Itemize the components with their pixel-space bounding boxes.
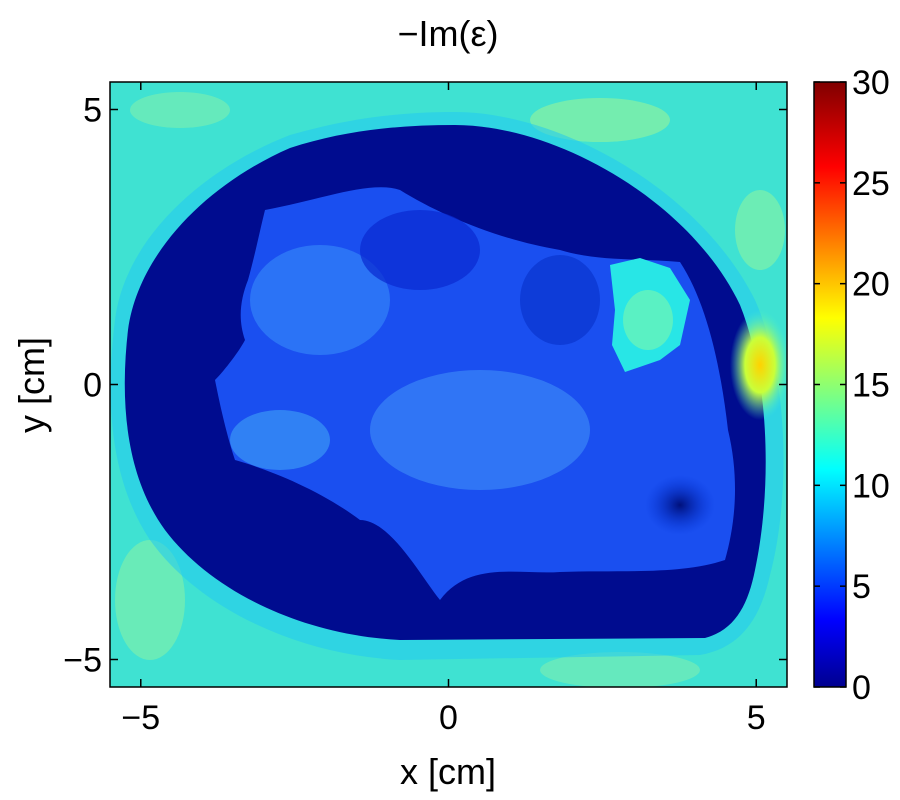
background-patch	[115, 540, 185, 660]
interior-dark-spot	[645, 475, 715, 535]
background-patch	[530, 98, 670, 142]
background-patch	[540, 652, 700, 687]
y-tick-label: 0	[83, 367, 102, 405]
background-patch	[130, 92, 230, 128]
colorbar-tick-label: 0	[852, 669, 871, 707]
x-tick-label: 5	[747, 699, 766, 737]
y-axis-label: y [cm]	[11, 337, 52, 433]
background-patch	[735, 190, 785, 270]
interior-light-patch	[250, 245, 390, 355]
x-tick-label: −5	[121, 699, 160, 737]
colorbar-tick-label: 25	[852, 165, 890, 203]
colorbar-tick-label: 20	[852, 266, 890, 304]
x-axis: −5 0 5	[121, 82, 766, 737]
interior-dark-patch	[520, 255, 600, 345]
y-tick-label: −5	[63, 642, 102, 680]
y-axis: −5 0 5	[63, 92, 787, 680]
interior-light-patch	[230, 410, 330, 470]
interior-dark-patch	[360, 210, 480, 290]
heatmap	[110, 82, 787, 687]
x-axis-label: x [cm]	[400, 751, 496, 792]
bright-patch-core	[623, 290, 673, 350]
colorbar-ticks: 0 5 10 15 20 25 30	[814, 64, 890, 707]
y-tick-label: 5	[83, 92, 102, 130]
x-tick-label: 0	[439, 699, 458, 737]
colorbar-tick-label: 15	[852, 367, 890, 405]
colorbar-tick-label: 5	[852, 568, 871, 606]
interior-light-patch	[370, 370, 590, 490]
colorbar-tick-label: 10	[852, 467, 890, 505]
chart-title: −Im(ε)	[397, 13, 498, 54]
colorbar-tick-label: 30	[852, 64, 890, 102]
hot-spot	[730, 310, 787, 420]
